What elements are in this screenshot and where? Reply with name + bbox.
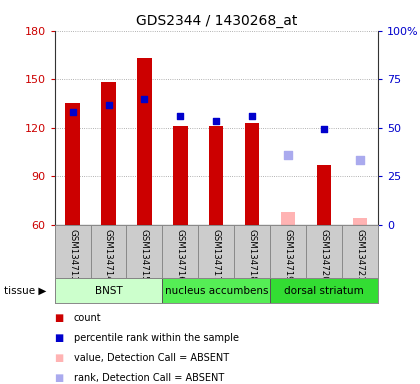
Text: GSM134715: GSM134715	[140, 229, 149, 282]
Text: ■: ■	[55, 373, 64, 383]
Text: GSM134719: GSM134719	[284, 229, 293, 281]
Point	[321, 126, 328, 132]
Bar	[245, 123, 260, 225]
Bar	[55, 278, 163, 303]
Text: percentile rank within the sample: percentile rank within the sample	[74, 333, 239, 343]
Text: value, Detection Call = ABSENT: value, Detection Call = ABSENT	[74, 353, 228, 363]
Point	[357, 157, 363, 163]
Text: count: count	[74, 313, 101, 323]
Text: BNST: BNST	[94, 286, 122, 296]
Text: ■: ■	[55, 333, 64, 343]
Point	[213, 118, 220, 124]
Point	[285, 152, 291, 158]
Text: GSM134721: GSM134721	[356, 229, 365, 282]
Point	[69, 109, 76, 115]
Bar	[101, 83, 116, 225]
Text: tissue ▶: tissue ▶	[4, 286, 47, 296]
Bar	[173, 126, 188, 225]
Text: GSM134720: GSM134720	[320, 229, 328, 282]
Bar	[353, 218, 367, 225]
Bar	[270, 278, 378, 303]
Bar	[317, 165, 331, 225]
Title: GDS2344 / 1430268_at: GDS2344 / 1430268_at	[136, 14, 297, 28]
Text: nucleus accumbens: nucleus accumbens	[165, 286, 268, 296]
Text: rank, Detection Call = ABSENT: rank, Detection Call = ABSENT	[74, 373, 224, 383]
Text: ■: ■	[55, 313, 64, 323]
Bar	[209, 126, 223, 225]
Text: dorsal striatum: dorsal striatum	[284, 286, 364, 296]
Bar	[281, 212, 295, 225]
Text: GSM134716: GSM134716	[176, 229, 185, 282]
Point	[177, 113, 184, 119]
Text: GSM134713: GSM134713	[68, 229, 77, 282]
Bar	[66, 103, 80, 225]
Point	[249, 113, 256, 119]
Text: GSM134718: GSM134718	[248, 229, 257, 282]
Text: ■: ■	[55, 353, 64, 363]
Point	[141, 96, 148, 102]
Point	[105, 102, 112, 108]
Text: GSM134714: GSM134714	[104, 229, 113, 282]
Text: GSM134717: GSM134717	[212, 229, 221, 282]
Bar	[163, 278, 270, 303]
Bar	[137, 58, 152, 225]
